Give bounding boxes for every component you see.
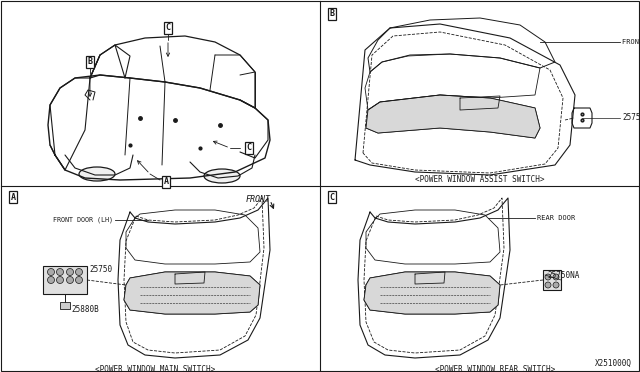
Text: FRONT DOOR (LH): FRONT DOOR (LH): [53, 217, 113, 223]
Text: B: B: [330, 10, 335, 19]
Text: C: C: [246, 144, 252, 153]
Circle shape: [76, 269, 83, 276]
Bar: [543, 270, 561, 290]
Text: <POWER WINDOW ASSIST SWITCH>: <POWER WINDOW ASSIST SWITCH>: [415, 175, 545, 184]
Polygon shape: [366, 95, 540, 138]
Circle shape: [47, 269, 54, 276]
Circle shape: [67, 269, 74, 276]
Bar: [43, 266, 87, 294]
Text: REAR DOOR: REAR DOOR: [537, 215, 575, 221]
Ellipse shape: [204, 169, 240, 183]
Ellipse shape: [79, 167, 115, 181]
Polygon shape: [124, 272, 260, 314]
Text: X251000Q: X251000Q: [595, 359, 632, 368]
Circle shape: [545, 282, 551, 288]
Text: 25750M: 25750M: [622, 113, 640, 122]
Circle shape: [553, 282, 559, 288]
Text: B: B: [88, 58, 93, 67]
Text: C: C: [330, 192, 335, 202]
Text: <POWER WINDOW REAR SWITCH>: <POWER WINDOW REAR SWITCH>: [435, 365, 555, 372]
Circle shape: [553, 274, 559, 280]
Text: 25750: 25750: [89, 266, 112, 275]
Polygon shape: [364, 272, 500, 314]
Circle shape: [545, 274, 551, 280]
Circle shape: [56, 276, 63, 283]
Text: 25880B: 25880B: [71, 305, 99, 314]
Circle shape: [56, 269, 63, 276]
Text: A: A: [163, 177, 168, 186]
Circle shape: [47, 276, 54, 283]
Bar: [60, 302, 70, 309]
Circle shape: [67, 276, 74, 283]
Text: FRONT DOOR (RH): FRONT DOOR (RH): [622, 39, 640, 45]
Text: C: C: [166, 23, 170, 32]
Text: A: A: [10, 192, 15, 202]
Text: 25750NA: 25750NA: [547, 270, 579, 279]
Text: FRONT: FRONT: [246, 196, 271, 205]
Text: <POWER WINDOW MAIN SWITCH>: <POWER WINDOW MAIN SWITCH>: [95, 365, 215, 372]
Circle shape: [76, 276, 83, 283]
